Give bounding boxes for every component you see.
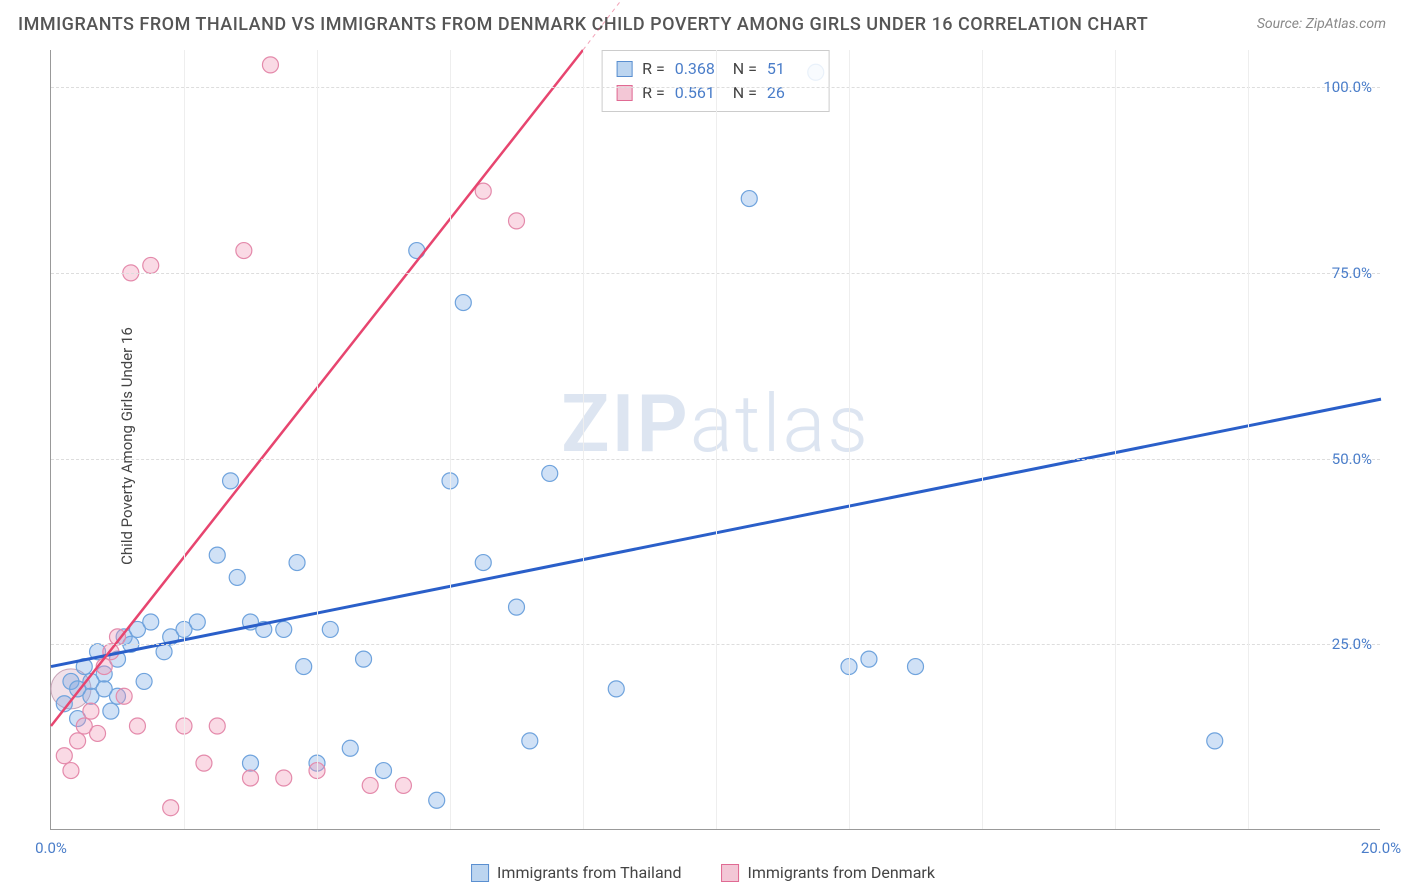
grid-v	[716, 50, 717, 829]
stats-n-val-1: 51	[767, 57, 815, 81]
grid-v	[849, 50, 850, 829]
legend-swatch-2	[722, 864, 740, 882]
legend-label-1: Immigrants from Thailand	[497, 863, 681, 882]
grid-v	[1248, 50, 1249, 829]
stats-swatch-1	[616, 61, 632, 77]
stats-n-label: N =	[733, 57, 757, 81]
stats-r-label: R =	[642, 57, 665, 81]
grid-v	[184, 50, 185, 829]
grid-v	[317, 50, 318, 829]
y-tick-label: 25.0%	[1332, 635, 1372, 653]
legend-swatch-1	[471, 864, 489, 882]
legend-item-2: Immigrants from Denmark	[722, 863, 935, 882]
y-tick-label: 50.0%	[1332, 450, 1372, 468]
y-tick-label: 100.0%	[1323, 78, 1372, 96]
y-tick-label: 75.0%	[1332, 264, 1372, 282]
stats-n-label-2: N =	[733, 81, 757, 105]
x-tick-label: 0.0%	[35, 839, 67, 857]
grid-v	[982, 50, 983, 829]
source-label: Source: ZipAtlas.com	[1257, 16, 1386, 32]
stats-n-val-2: 26	[767, 81, 815, 105]
stats-r-label-2: R =	[642, 81, 665, 105]
grid-v	[583, 50, 584, 829]
grid-v	[1115, 50, 1116, 829]
legend-label-2: Immigrants from Denmark	[748, 863, 935, 882]
chart-title: IMMIGRANTS FROM THAILAND VS IMMIGRANTS F…	[18, 14, 1148, 35]
x-legend: Immigrants from Thailand Immigrants from…	[471, 863, 935, 882]
chart-area: ZIPatlas R = 0.368 N = 51 R = 0.561 N = …	[50, 50, 1380, 830]
x-tick-label: 20.0%	[1361, 839, 1401, 857]
legend-item-1: Immigrants from Thailand	[471, 863, 681, 882]
grid-v	[450, 50, 451, 829]
